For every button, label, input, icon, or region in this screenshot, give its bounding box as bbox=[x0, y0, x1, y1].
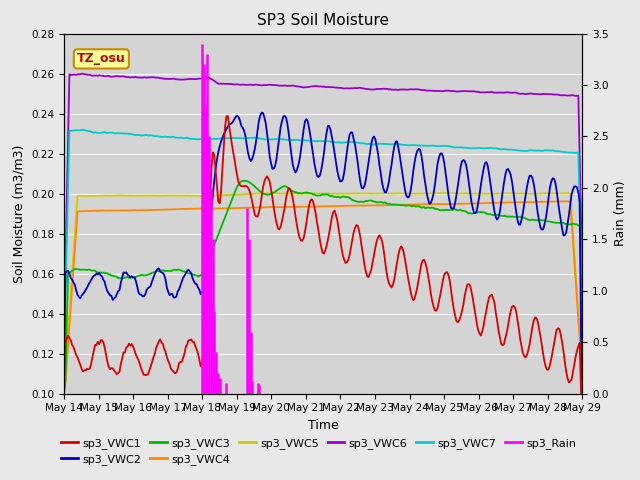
sp3_VWC4 bbox=[327, 203, 335, 209]
sp3_VWC4 bbox=[77, 208, 85, 214]
sp3_VWC7 bbox=[508, 147, 516, 153]
Line: sp3_VWC4: sp3_VWC4 bbox=[64, 201, 582, 394]
sp3_VWC7 bbox=[431, 143, 438, 149]
Line: sp3_VWC7: sp3_VWC7 bbox=[64, 130, 582, 362]
sp3_VWC5 bbox=[94, 193, 102, 199]
sp3_VWC2 bbox=[328, 135, 336, 141]
sp3_VWC6 bbox=[77, 71, 85, 77]
sp3_VWC4 bbox=[579, 375, 586, 381]
sp3_VWC4 bbox=[429, 201, 437, 207]
sp3_VWC4 bbox=[507, 200, 515, 205]
sp3_VWC2 bbox=[258, 110, 266, 116]
Line: sp3_VWC3: sp3_VWC3 bbox=[64, 181, 582, 394]
sp3_VWC2 bbox=[60, 378, 68, 384]
sp3_VWC2 bbox=[77, 293, 85, 299]
sp3_VWC3 bbox=[508, 214, 516, 219]
sp3_VWC4 bbox=[565, 198, 573, 204]
sp3_VWC4 bbox=[60, 391, 68, 396]
sp3_VWC6 bbox=[328, 84, 336, 90]
sp3_VWC3 bbox=[94, 269, 102, 275]
sp3_VWC3 bbox=[579, 346, 586, 352]
sp3_VWC6 bbox=[95, 72, 103, 78]
sp3_VWC1 bbox=[508, 304, 516, 310]
sp3_VWC3 bbox=[576, 223, 584, 228]
sp3_VWC6 bbox=[576, 155, 584, 161]
sp3_VWC3 bbox=[431, 206, 438, 212]
sp3_VWC3 bbox=[328, 193, 336, 199]
sp3_VWC4 bbox=[576, 336, 584, 342]
sp3_VWC7 bbox=[60, 360, 68, 365]
sp3_VWC1 bbox=[60, 391, 68, 396]
sp3_VWC1 bbox=[94, 339, 102, 345]
sp3_VWC1 bbox=[328, 214, 336, 219]
Y-axis label: Soil Moisture (m3/m3): Soil Moisture (m3/m3) bbox=[13, 144, 26, 283]
sp3_VWC2 bbox=[576, 199, 584, 204]
sp3_VWC7 bbox=[95, 130, 103, 136]
sp3_VWC6 bbox=[508, 90, 516, 96]
sp3_VWC6 bbox=[431, 88, 438, 94]
Text: TZ_osu: TZ_osu bbox=[77, 52, 125, 65]
sp3_VWC5 bbox=[439, 191, 447, 196]
X-axis label: Time: Time bbox=[308, 419, 339, 432]
Line: sp3_VWC2: sp3_VWC2 bbox=[64, 113, 582, 394]
sp3_VWC3 bbox=[60, 391, 68, 396]
sp3_VWC7 bbox=[77, 127, 85, 133]
Line: sp3_VWC1: sp3_VWC1 bbox=[64, 116, 582, 394]
Line: sp3_VWC5: sp3_VWC5 bbox=[64, 193, 582, 394]
sp3_VWC6 bbox=[79, 71, 87, 77]
sp3_VWC5 bbox=[579, 371, 586, 376]
sp3_VWC5 bbox=[60, 391, 68, 396]
sp3_VWC1 bbox=[77, 366, 85, 372]
sp3_VWC5 bbox=[576, 331, 584, 336]
sp3_VWC2 bbox=[508, 179, 516, 185]
sp3_VWC5 bbox=[327, 191, 335, 197]
sp3_VWC2 bbox=[579, 391, 586, 396]
sp3_VWC1 bbox=[431, 307, 438, 313]
sp3_VWC6 bbox=[579, 280, 586, 286]
sp3_VWC5 bbox=[429, 191, 437, 196]
Title: SP3 Soil Moisture: SP3 Soil Moisture bbox=[257, 13, 389, 28]
sp3_VWC2 bbox=[431, 182, 438, 188]
Y-axis label: Rain (mm): Rain (mm) bbox=[614, 181, 627, 246]
sp3_VWC4 bbox=[94, 208, 102, 214]
sp3_VWC1 bbox=[576, 340, 584, 346]
sp3_VWC3 bbox=[240, 178, 248, 184]
sp3_VWC7 bbox=[79, 127, 87, 132]
sp3_VWC7 bbox=[328, 139, 336, 144]
sp3_VWC2 bbox=[94, 272, 102, 277]
sp3_VWC3 bbox=[77, 267, 85, 273]
sp3_VWC5 bbox=[77, 193, 85, 199]
sp3_VWC5 bbox=[508, 191, 516, 196]
sp3_VWC7 bbox=[576, 205, 584, 211]
sp3_VWC7 bbox=[579, 315, 586, 321]
sp3_VWC1 bbox=[579, 391, 586, 396]
Line: sp3_VWC6: sp3_VWC6 bbox=[64, 74, 582, 334]
sp3_VWC6 bbox=[60, 331, 68, 337]
Legend: sp3_VWC1, sp3_VWC2, sp3_VWC3, sp3_VWC4, sp3_VWC5, sp3_VWC6, sp3_VWC7, sp3_Rain: sp3_VWC1, sp3_VWC2, sp3_VWC3, sp3_VWC4, … bbox=[57, 433, 581, 469]
sp3_VWC1 bbox=[224, 113, 232, 119]
